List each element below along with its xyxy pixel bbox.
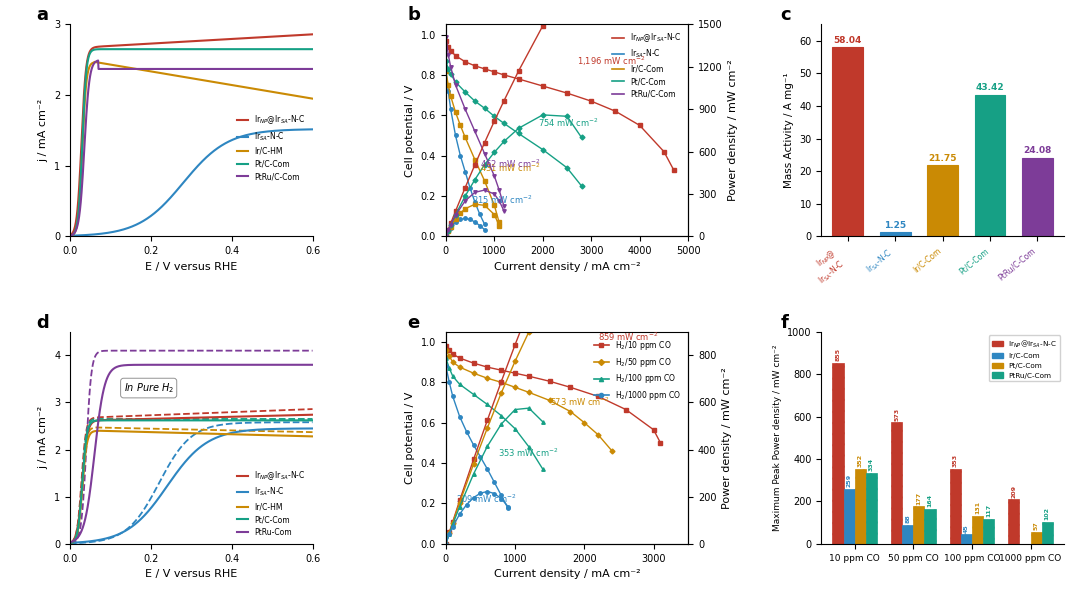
Text: 462 mW cm$^{-2}$: 462 mW cm$^{-2}$ [480, 157, 540, 170]
Text: 102: 102 [1044, 508, 1050, 521]
Text: 353 mW cm$^{-2}$: 353 mW cm$^{-2}$ [498, 447, 558, 459]
Text: 353: 353 [953, 454, 958, 467]
Y-axis label: Mass Activity / A mg⁻¹: Mass Activity / A mg⁻¹ [784, 73, 794, 188]
Text: 1.25: 1.25 [885, 221, 906, 230]
Text: 45: 45 [963, 524, 969, 533]
Text: c: c [780, 6, 791, 24]
Bar [928, 166, 958, 236]
Bar [972, 516, 983, 544]
Y-axis label: Power density / mW cm⁻²: Power density / mW cm⁻² [721, 367, 732, 509]
Bar [983, 519, 995, 544]
Text: 88: 88 [905, 514, 910, 524]
Text: 58.04: 58.04 [834, 35, 862, 45]
X-axis label: E / V versus RHE: E / V versus RHE [145, 569, 238, 579]
Text: 209: 209 [1011, 485, 1016, 498]
Bar [961, 534, 972, 544]
Bar [833, 362, 843, 544]
Bar [880, 232, 910, 236]
Bar [891, 422, 902, 544]
Bar [1022, 158, 1053, 236]
Text: 573 mW cm$^{-2}$: 573 mW cm$^{-2}$ [550, 395, 610, 408]
Text: 215 mW cm$^{-2}$: 215 mW cm$^{-2}$ [472, 194, 534, 206]
X-axis label: Current density / mA cm⁻²: Current density / mA cm⁻² [494, 569, 640, 579]
Text: 1,196 mW cm$^{-2}$: 1,196 mW cm$^{-2}$ [577, 55, 646, 68]
X-axis label: E / V versus RHE: E / V versus RHE [145, 262, 238, 272]
Text: d: d [37, 313, 49, 332]
Y-axis label: Maximum Peak Power density / mW cm⁻²: Maximum Peak Power density / mW cm⁻² [772, 345, 782, 531]
Bar [843, 489, 854, 544]
Y-axis label: Cell potential / V: Cell potential / V [405, 84, 415, 177]
Bar [924, 509, 935, 544]
Text: b: b [407, 6, 420, 24]
Y-axis label: j / mA cm⁻²: j / mA cm⁻² [39, 99, 49, 162]
Legend: Ir$_{NP}$@Ir$_{SA}$-N-C, Ir/C-Com, Pt/C-Com, PtRu/C-Com: Ir$_{NP}$@Ir$_{SA}$-N-C, Ir/C-Com, Pt/C-… [989, 335, 1061, 381]
Legend: Ir$_{NP}$@Ir$_{SA}$-N-C, Ir$_{SA}$-N-C, Ir/C-Com, Pt/C-Com, PtRu/C-Com: Ir$_{NP}$@Ir$_{SA}$-N-C, Ir$_{SA}$-N-C, … [609, 28, 685, 102]
Bar [833, 47, 863, 236]
Bar [1041, 522, 1053, 544]
Text: 573: 573 [894, 408, 900, 420]
Text: 855: 855 [836, 348, 840, 361]
Text: 431 mW cm$^{-2}$: 431 mW cm$^{-2}$ [480, 162, 540, 174]
Text: 24.08: 24.08 [1023, 146, 1052, 155]
Text: e: e [407, 313, 419, 332]
Text: 209 mW cm$^{-2}$: 209 mW cm$^{-2}$ [456, 493, 517, 505]
Text: 754 mW cm$^{-2}$: 754 mW cm$^{-2}$ [538, 117, 598, 129]
Bar [854, 469, 866, 544]
Y-axis label: j / mA cm⁻²: j / mA cm⁻² [39, 406, 49, 469]
Y-axis label: Cell potential / V: Cell potential / V [405, 392, 415, 484]
Text: 21.75: 21.75 [929, 154, 957, 163]
Text: 259: 259 [847, 474, 852, 487]
Legend: Ir$_{NP}$@Ir$_{SA}$-N-C, Ir$_{SA}$-N-C, Ir/C-HM, Pt/C-Com, PtRu/C-Com: Ir$_{NP}$@Ir$_{SA}$-N-C, Ir$_{SA}$-N-C, … [233, 111, 309, 184]
Text: 57: 57 [1034, 521, 1039, 530]
X-axis label: Current density / mA cm⁻²: Current density / mA cm⁻² [494, 262, 640, 272]
Text: 43.42: 43.42 [975, 83, 1004, 92]
Bar [866, 473, 877, 544]
Text: 164: 164 [928, 494, 932, 507]
Text: 131: 131 [975, 501, 980, 514]
Bar [914, 507, 924, 544]
Legend: H$_2$/10 ppm CO, H$_2$/50 ppm CO, H$_2$/100 ppm CO, H$_2$/1000 ppm CO: H$_2$/10 ppm CO, H$_2$/50 ppm CO, H$_2$/… [591, 335, 685, 405]
Bar [974, 95, 1005, 236]
Text: 352: 352 [858, 455, 863, 467]
Text: a: a [37, 6, 49, 24]
Text: 859 mW cm$^{-2}$: 859 mW cm$^{-2}$ [598, 331, 659, 343]
Text: f: f [780, 313, 788, 332]
Bar [1030, 532, 1041, 544]
Y-axis label: Power density / mW cm⁻²: Power density / mW cm⁻² [728, 59, 738, 201]
Text: 177: 177 [917, 491, 921, 505]
Text: In Pure H$_2$: In Pure H$_2$ [123, 381, 174, 395]
Bar [949, 469, 961, 544]
Text: 117: 117 [986, 504, 991, 518]
Bar [902, 525, 914, 544]
Text: 334: 334 [869, 458, 874, 471]
Legend: Ir$_{NP}$@Ir$_{SA}$-N-C, Ir$_{SA}$-N-C, Ir/C-HM, Pt/C-Com, PtRu-Com: Ir$_{NP}$@Ir$_{SA}$-N-C, Ir$_{SA}$-N-C, … [233, 466, 309, 540]
Bar [1009, 499, 1020, 544]
